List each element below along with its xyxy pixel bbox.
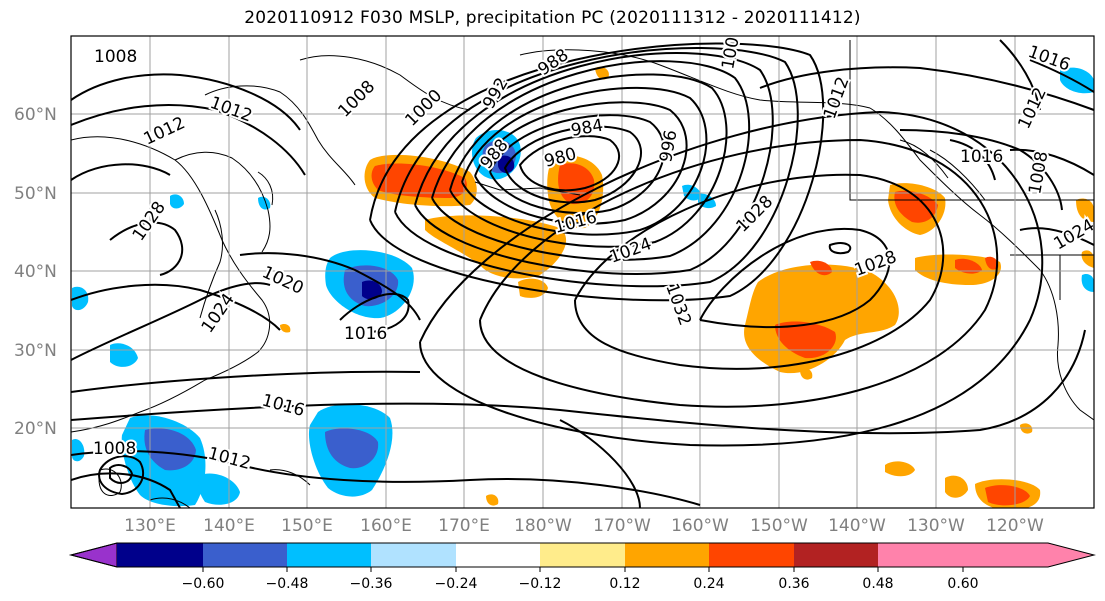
colorbar-swatch [203,543,287,567]
latitude-labels: 60°N 50°N 40°N 30°N 20°N [14,105,57,439]
colorbar-extend-min [69,542,118,568]
colorbar-tick-label: 0.12 [609,576,640,592]
lat-label: 20°N [14,419,57,439]
colorbar-tick-label: −0.48 [266,576,309,592]
lon-label: 180°W [514,516,572,536]
isobars [71,39,1094,508]
isobar-label: 1016 [960,147,1003,167]
lon-label: 150°E [281,516,333,536]
isobar-label: 1016 [344,324,387,344]
lon-label: 160°W [671,516,729,536]
lat-label: 30°N [14,341,57,361]
lon-label: 120°W [986,516,1044,536]
lon-label: 170°W [593,516,651,536]
map-title: 2020110912 F030 MSLP, precipitation PC (… [244,8,861,28]
colorbar-extend-max [963,543,1094,567]
colorbar: −0.60 −0.48 −0.36 −0.24 −0.12 0.12 0.24 … [69,542,1096,592]
lon-label: 170°E [438,516,490,536]
isobar-label: 1008 [94,47,137,67]
colorbar-swatch [709,543,794,567]
colorbar-tick-label: 0.36 [778,576,809,592]
lon-label: 130°E [124,516,176,536]
colorbar-ticks [202,567,964,572]
colorbar-tick-label: −0.12 [519,576,562,592]
colorbar-tick-labels: −0.60 −0.48 −0.36 −0.24 −0.12 0.12 0.24 … [182,576,979,592]
plot-frame [70,35,1095,509]
longitude-labels: 130°E 140°E 150°E 160°E 170°E 180°W 170°… [124,516,1044,536]
colorbar-swatch [625,543,709,567]
colorbar-swatch [117,543,203,567]
lon-label: 150°W [750,516,808,536]
colorbar-tick-label: −0.24 [435,576,478,592]
colorbar-swatch [287,543,371,567]
colorbar-tick-label: 0.24 [693,576,724,592]
colorbar-swatch [371,543,456,567]
colorbar-tick-label: −0.60 [182,576,225,592]
lat-label: 50°N [14,184,57,204]
colorbar-tick-label: −0.36 [350,576,393,592]
lon-label: 140°E [203,516,255,536]
colorbar-swatch [794,543,878,567]
lon-label: 160°E [360,516,412,536]
colorbar-swatch [540,543,625,567]
isobar-label: 100 [718,35,743,70]
isobar-label: 1008 [93,439,136,459]
coastlines [71,40,1094,508]
lon-label: 130°W [907,516,965,536]
colorbar-tick-label: 0.60 [947,576,978,592]
lat-label: 60°N [14,105,57,125]
lat-label: 40°N [14,262,57,282]
colorbar-swatch [878,543,963,567]
colorbar-swatch [456,543,540,567]
colorbar-outline [69,542,1096,568]
colorbar-tick-label: 0.48 [862,576,893,592]
lon-label: 140°W [828,516,886,536]
